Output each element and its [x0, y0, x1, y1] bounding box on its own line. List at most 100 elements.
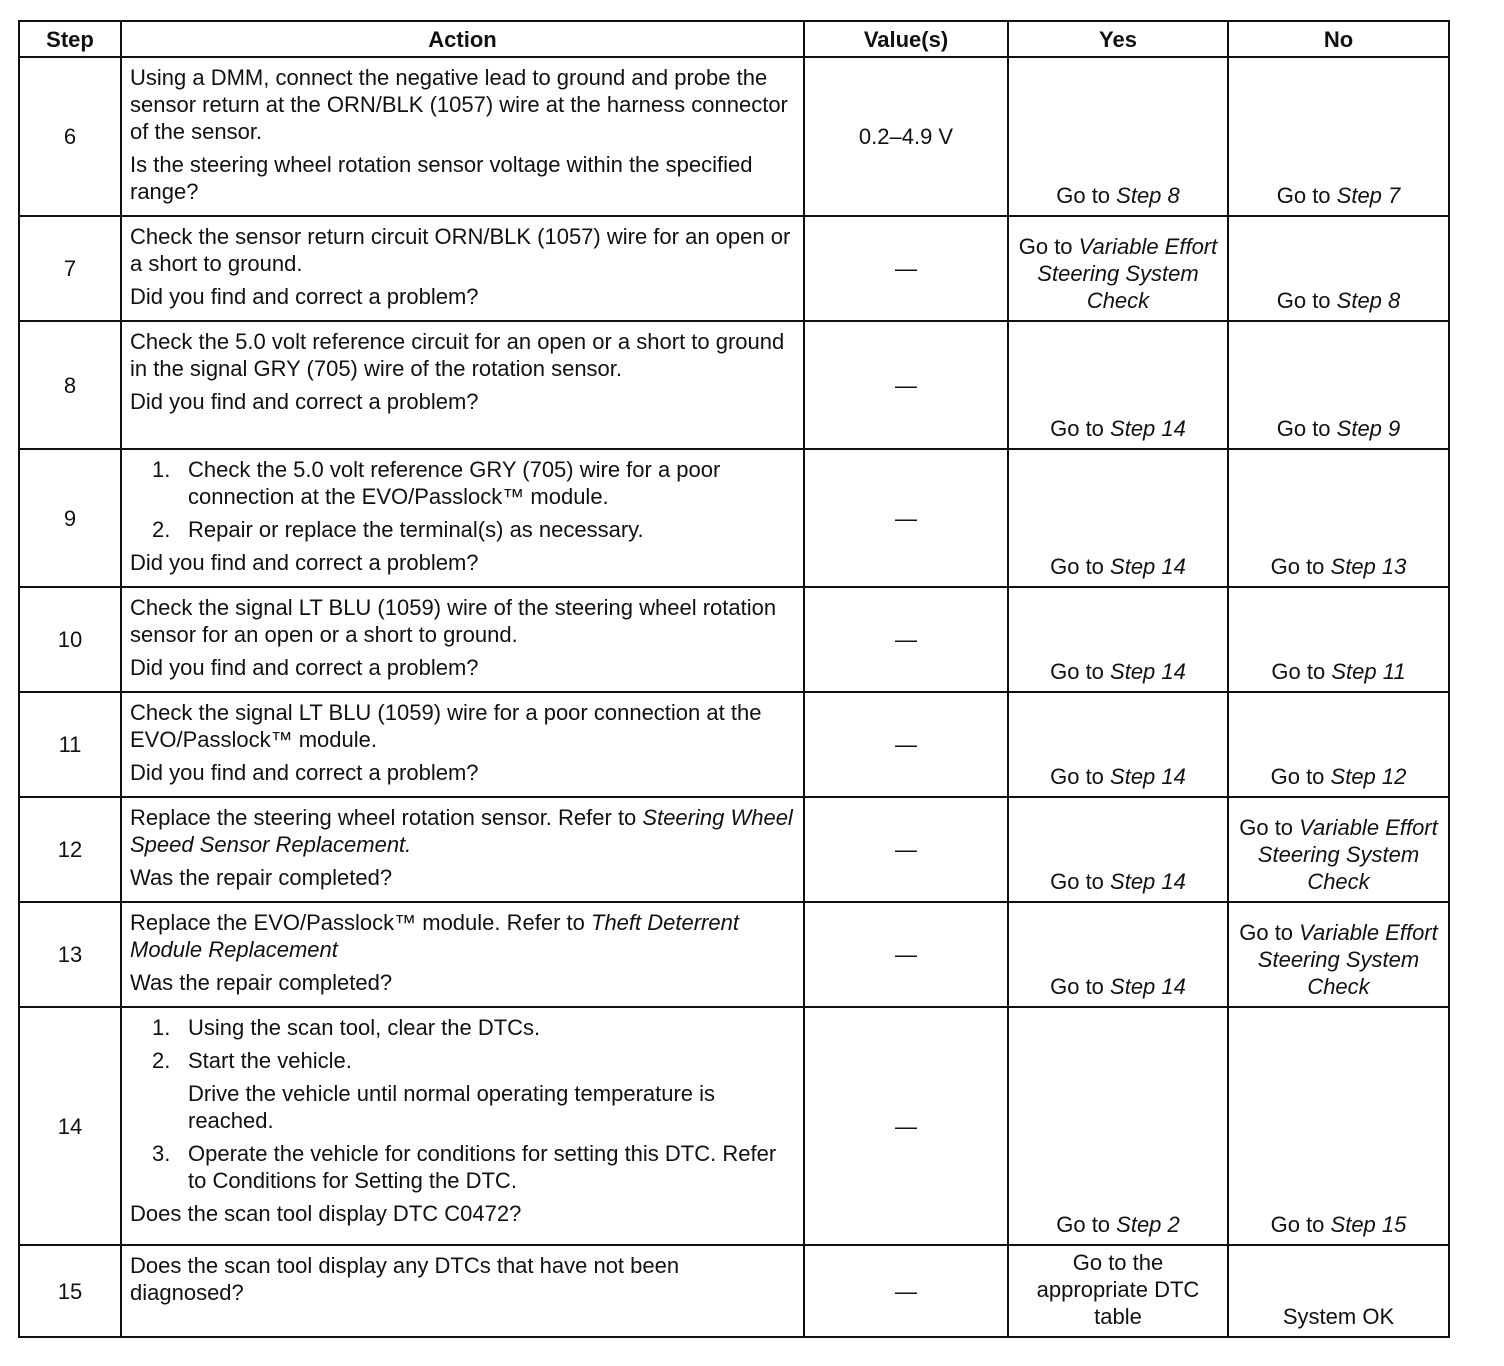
action-paragraph: Did you find and correct a problem?	[130, 549, 795, 576]
header-value: Value(s)	[803, 20, 1009, 58]
no-cell: Go to Step 15	[1227, 1006, 1450, 1246]
no-cell: Go to Variable Effort Steering System Ch…	[1227, 796, 1450, 903]
no-step-link: Step 13	[1330, 554, 1407, 579]
list-number: 1.	[152, 457, 171, 482]
value-cell: —	[803, 1244, 1009, 1338]
action-text: Check the sensor return circuit ORN/BLK …	[130, 224, 791, 276]
no-step-link: Variable Effort Steering System Check	[1257, 920, 1438, 999]
yes-cell: Go to Step 2	[1007, 1006, 1229, 1246]
yes-text: Go to	[1018, 234, 1079, 259]
header-step: Step	[18, 20, 122, 58]
action-text: Check the signal LT BLU (1059) wire of t…	[130, 595, 777, 647]
yes-text: Go to	[1050, 974, 1111, 999]
table-row: 14 1. Using the scan tool, clear the DTCs.…	[18, 1006, 1450, 1246]
no-text: Go to	[1239, 815, 1300, 840]
action-cell: Check the 5.0 volt reference circuit for…	[120, 320, 805, 450]
action-text: Was the repair completed?	[130, 970, 393, 995]
diagnostic-table: Step Action Value(s) Yes No 6 Using a DMM…	[18, 20, 1450, 1338]
action-paragraph: Replace the steering wheel rotation sens…	[130, 804, 795, 858]
action-text: Check the 5.0 volt reference circuit for…	[130, 329, 785, 381]
action-paragraph: Check the 5.0 volt reference circuit for…	[130, 328, 795, 382]
action-paragraph: Was the repair completed?	[130, 969, 795, 996]
action-text: Check the signal LT BLU (1059) wire for …	[130, 700, 762, 752]
action-paragraph: Did you find and correct a problem?	[130, 283, 795, 310]
yes-text: Go to	[1050, 554, 1111, 579]
no-step-link: Variable Effort Steering System Check	[1257, 815, 1438, 894]
yes-cell: Go to the appropriate DTC table	[1007, 1244, 1229, 1338]
action-reference: Steering Wheel Speed Sensor Replacement.	[130, 805, 793, 857]
action-paragraph: Did you find and correct a problem?	[130, 759, 795, 786]
no-text: Go to	[1276, 416, 1337, 441]
action-paragraph: Was the repair completed?	[130, 864, 795, 891]
step-number: 13	[18, 901, 122, 1008]
no-text: Go to	[1276, 183, 1337, 208]
step-number: 15	[18, 1244, 122, 1338]
action-text: Replace the EVO/Passlock™ module. Refer …	[130, 910, 591, 935]
yes-cell: Go to Step 14	[1007, 691, 1229, 798]
list-number: 1.	[152, 1015, 171, 1040]
action-cell: Check the signal LT BLU (1059) wire of t…	[120, 586, 805, 693]
yes-cell: Go to Step 14	[1007, 901, 1229, 1008]
yes-step-link: Step 14	[1110, 764, 1186, 789]
no-text: Go to	[1270, 554, 1331, 579]
action-paragraph: Did you find and correct a problem?	[130, 388, 795, 415]
yes-step-link: Step 14	[1110, 659, 1186, 684]
list-text: Operate the vehicle for conditions for s…	[188, 1141, 777, 1193]
header-no: No	[1227, 20, 1450, 58]
yes-step-link: Step 14	[1110, 869, 1186, 894]
action-list-item: 2. Repair or replace the terminal(s) as n…	[152, 516, 795, 543]
step-number: 11	[18, 691, 122, 798]
action-text: Drive the vehicle until normal operating…	[188, 1081, 716, 1133]
action-list-item: 1. Using the scan tool, clear the DTCs.	[152, 1014, 795, 1041]
no-step-link: Step 9	[1336, 416, 1401, 441]
yes-text: Go to	[1050, 764, 1111, 789]
action-paragraph: Using a DMM, connect the negative lead t…	[130, 64, 795, 145]
action-text: Does the scan tool display any DTCs that…	[130, 1253, 680, 1305]
yes-text: Go to	[1050, 416, 1111, 441]
action-text: Did you find and correct a problem?	[130, 550, 479, 575]
no-text: Go to	[1270, 1212, 1331, 1237]
no-cell: Go to Step 9	[1227, 320, 1450, 450]
table-body: 6 Using a DMM, connect the negative lead …	[18, 56, 1450, 1338]
action-list-item: 1. Check the 5.0 volt reference GRY (705)…	[152, 456, 795, 510]
value-cell: —	[803, 796, 1009, 903]
action-text: Is the steering wheel rotation sensor vo…	[130, 152, 753, 204]
action-cell: Does the scan tool display any DTCs that…	[120, 1244, 805, 1338]
action-cell: 1. Using the scan tool, clear the DTCs. 2.…	[120, 1006, 805, 1246]
step-number: 6	[18, 56, 122, 217]
list-number: 3.	[152, 1141, 171, 1166]
table-row: 8 Check the 5.0 volt reference circuit fo…	[18, 320, 1450, 450]
action-text: Did you find and correct a problem?	[130, 284, 479, 309]
action-cell: 1. Check the 5.0 volt reference GRY (705)…	[120, 448, 805, 588]
list-number: 2.	[152, 1048, 171, 1073]
value-cell: —	[803, 448, 1009, 588]
no-cell: Go to Step 13	[1227, 448, 1450, 588]
value-cell: —	[803, 586, 1009, 693]
yes-step-link: Variable Effort Steering System Check	[1037, 234, 1218, 313]
value-cell: 0.2–4.9 V	[803, 56, 1009, 217]
table-row: 13 Replace the EVO/Passlock™ module. Refe…	[18, 901, 1450, 1008]
yes-cell: Go to Step 14	[1007, 586, 1229, 693]
action-list-item: 3. Operate the vehicle for conditions for…	[152, 1140, 795, 1194]
action-text: Did you find and correct a problem?	[130, 389, 479, 414]
action-text: Does the scan tool display DTC C0472?	[130, 1201, 522, 1226]
list-text: Start the vehicle.	[188, 1048, 352, 1073]
action-paragraph: Did you find and correct a problem?	[130, 654, 795, 681]
action-text: Did you find and correct a problem?	[130, 655, 479, 680]
value-cell: —	[803, 215, 1009, 322]
header-action: Action	[120, 20, 805, 58]
no-step-link: Step 7	[1336, 183, 1401, 208]
yes-cell: Go to Step 14	[1007, 448, 1229, 588]
step-number: 12	[18, 796, 122, 903]
no-cell: Go to Step 12	[1227, 691, 1450, 798]
action-cell: Replace the steering wheel rotation sens…	[120, 796, 805, 903]
no-cell: Go to Step 8	[1227, 215, 1450, 322]
step-number: 7	[18, 215, 122, 322]
action-list-item: 2. Start the vehicle.	[152, 1047, 795, 1074]
action-cell: Check the signal LT BLU (1059) wire for …	[120, 691, 805, 798]
no-cell: System OK	[1227, 1244, 1450, 1338]
table-row: 10 Check the signal LT BLU (1059) wire of…	[18, 586, 1450, 693]
list-number: 2.	[152, 517, 171, 542]
list-text: Repair or replace the terminal(s) as nec…	[188, 517, 644, 542]
action-text: Replace the steering wheel rotation sens…	[130, 805, 643, 830]
